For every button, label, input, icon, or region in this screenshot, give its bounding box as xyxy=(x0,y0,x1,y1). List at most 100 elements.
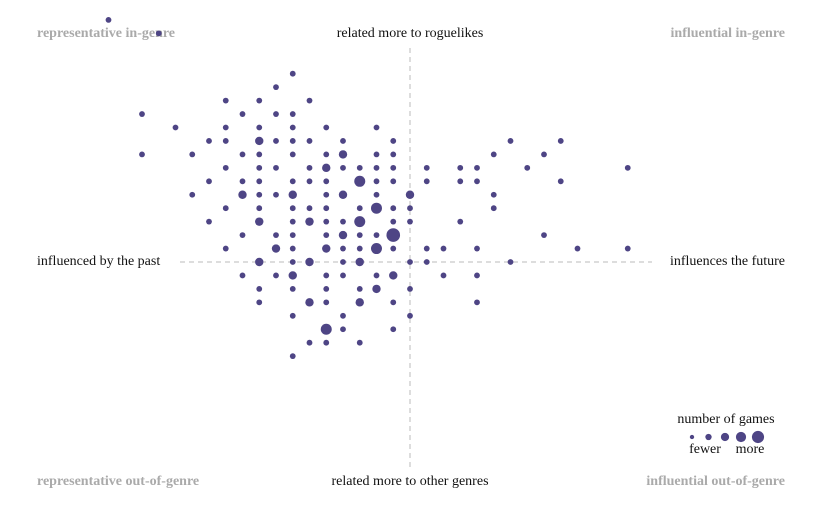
dot xyxy=(273,111,279,117)
dot xyxy=(139,111,145,117)
dot xyxy=(288,190,297,199)
dot xyxy=(355,298,364,307)
dot xyxy=(407,312,413,319)
dot xyxy=(306,138,313,144)
dot xyxy=(356,164,363,171)
dot xyxy=(340,326,346,333)
corner-label: influential in-genre xyxy=(671,26,785,41)
dot xyxy=(305,217,314,226)
dot xyxy=(256,191,263,198)
legend-dot xyxy=(735,431,747,443)
dot xyxy=(288,271,297,280)
dot xyxy=(256,286,263,292)
dot xyxy=(256,178,263,185)
dot xyxy=(340,312,346,319)
dot xyxy=(338,190,348,199)
dot xyxy=(407,218,413,225)
dot xyxy=(557,138,564,144)
dot xyxy=(390,138,397,144)
dot xyxy=(373,124,380,131)
dot xyxy=(239,272,246,279)
dot xyxy=(289,259,296,265)
dot xyxy=(289,124,296,131)
dot xyxy=(371,243,382,255)
dot xyxy=(289,138,296,144)
dot xyxy=(206,138,212,144)
dot xyxy=(289,218,296,225)
dot xyxy=(323,286,330,292)
dot xyxy=(222,164,229,171)
corner-label: representative out-of-genre xyxy=(37,474,199,489)
dot xyxy=(405,190,415,199)
dot xyxy=(390,245,397,252)
dot xyxy=(474,272,480,279)
dot xyxy=(189,151,196,158)
dot xyxy=(306,339,313,346)
dot xyxy=(323,151,330,158)
dot xyxy=(373,178,380,185)
dot xyxy=(457,178,464,185)
dot xyxy=(423,259,430,265)
dot xyxy=(407,259,413,265)
dot xyxy=(289,205,296,212)
legend-high: more xyxy=(736,442,765,457)
dot xyxy=(323,299,330,306)
dot xyxy=(340,138,346,144)
dot xyxy=(507,259,514,265)
dot xyxy=(373,151,380,158)
dot xyxy=(255,136,264,146)
dot xyxy=(323,178,330,185)
dot xyxy=(457,218,464,225)
dot xyxy=(356,286,363,292)
dot xyxy=(322,244,331,253)
dot xyxy=(490,205,497,212)
dot xyxy=(255,257,264,267)
dot xyxy=(356,205,363,212)
dot xyxy=(338,230,348,240)
dot xyxy=(289,245,296,252)
dot xyxy=(440,272,447,279)
dot xyxy=(390,218,397,225)
dot xyxy=(624,164,631,171)
dot xyxy=(289,111,296,117)
dot xyxy=(222,124,229,131)
dot xyxy=(541,232,547,239)
dot xyxy=(239,151,246,158)
dot xyxy=(386,228,401,242)
dot xyxy=(373,272,380,279)
dot xyxy=(289,178,296,185)
dot xyxy=(273,164,279,171)
dot xyxy=(524,164,531,171)
dot xyxy=(372,284,381,294)
dot xyxy=(373,191,380,198)
dot xyxy=(256,124,263,131)
axis-label: related more to roguelikes xyxy=(337,26,484,41)
dot xyxy=(340,164,346,171)
dot xyxy=(474,245,480,252)
dot xyxy=(305,298,314,307)
dot xyxy=(371,202,382,214)
dot xyxy=(557,178,564,185)
dot xyxy=(323,232,330,239)
legend-dot xyxy=(720,432,730,442)
dot xyxy=(474,178,480,185)
dot xyxy=(423,164,430,171)
dot xyxy=(490,151,497,158)
dot xyxy=(389,271,398,280)
corner-label: representative in-genre xyxy=(37,26,175,41)
dot xyxy=(440,245,447,252)
legend-dot xyxy=(689,434,695,440)
dot xyxy=(323,205,330,212)
dot xyxy=(323,191,330,198)
dot xyxy=(139,151,145,158)
dot xyxy=(541,151,547,158)
corner-label: influential out-of-genre xyxy=(646,474,785,489)
dot xyxy=(155,30,162,37)
dot xyxy=(273,272,279,279)
dot xyxy=(407,205,413,212)
dot xyxy=(407,286,413,292)
dot xyxy=(356,245,363,252)
dot xyxy=(306,205,313,212)
dot xyxy=(305,257,314,267)
